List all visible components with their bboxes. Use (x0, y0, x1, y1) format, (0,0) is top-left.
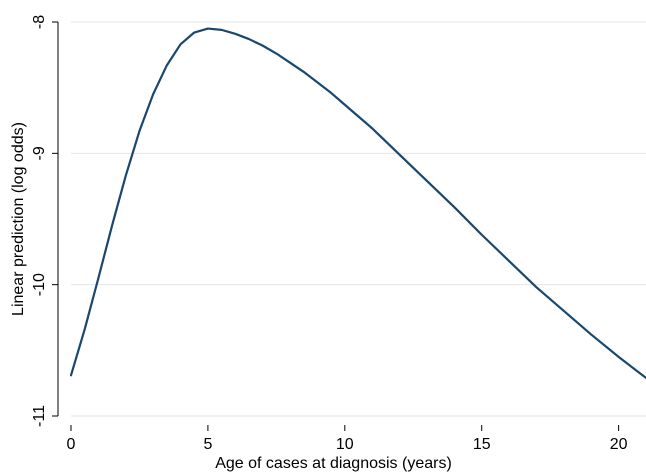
y-tick-label: -8 (31, 15, 48, 29)
x-tick-label: 15 (473, 436, 491, 453)
x-axis-ticks: 0 5 10 15 20 (67, 425, 628, 453)
x-tick-label: 0 (67, 436, 76, 453)
y-tick-label: -11 (31, 405, 48, 427)
y-tick-label: -9 (31, 146, 48, 160)
x-axis-title: Age of cases at diagnosis (years) (215, 455, 452, 472)
x-tick-label: 5 (203, 436, 212, 453)
series-layer (69, 27, 646, 380)
x-tick-label: 20 (610, 436, 628, 453)
y-tick-label: -10 (31, 273, 48, 296)
x-tick-label: 10 (336, 436, 354, 453)
y-axis-ticks: -8 -9 -10 -11 (31, 15, 58, 427)
series-line-0 (69, 27, 646, 380)
gridlines (71, 21, 646, 417)
y-axis-title: Linear prediction (log odds) (10, 122, 27, 316)
